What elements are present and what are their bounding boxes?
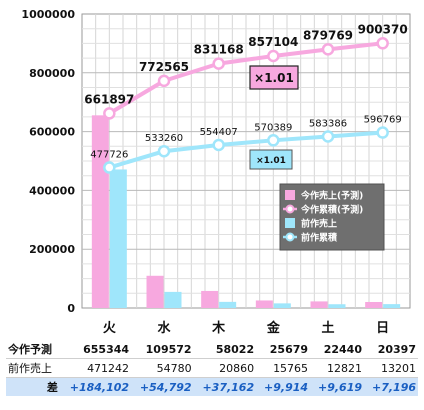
ratio-badge-previous [249, 149, 293, 170]
lines: 661897 772565 831168 857104 879769 900370 4777… [84, 22, 408, 174]
table-cell: +9,914 [256, 377, 311, 396]
bar [310, 301, 328, 308]
y-tick-label: 600000 [29, 126, 75, 139]
legend-swatch [285, 190, 295, 200]
legend-box [279, 183, 385, 251]
x-tick-label: 日 [376, 321, 389, 336]
ratio-text: ×1.01 [256, 156, 286, 166]
line-point [321, 130, 335, 143]
ratio-badge-current [249, 65, 299, 90]
bar [91, 115, 109, 309]
bar [219, 301, 237, 308]
data-label: 533260 [145, 133, 183, 144]
bar [255, 300, 273, 308]
x-tick-label: 金 [266, 320, 281, 336]
cumulative-line [108, 130, 383, 170]
y-tick-label: 400000 [29, 184, 75, 197]
line-point [321, 43, 335, 56]
table-cell: 54780 [131, 358, 194, 378]
data-label: 477726 [90, 150, 128, 161]
line-point [103, 161, 116, 174]
bar [273, 303, 291, 308]
data-label: 570389 [254, 122, 292, 133]
y-tick-label: 0 [67, 302, 75, 315]
table-cell: +9,619 [310, 377, 364, 396]
x-axis-ticks: 火水木金土日 [103, 320, 389, 336]
data-label: 596769 [364, 115, 402, 126]
table-row: 差 +184,102 +54,792 +37,162 +9,914 +9,619 +7,19… [6, 377, 418, 396]
line-point [212, 57, 225, 70]
legend-swatch [285, 218, 295, 228]
table-row: 前作売上 471242 54780 20860 15765 12821 13201 [6, 358, 418, 378]
bar [328, 304, 346, 308]
table-cell: 22440 [310, 340, 364, 359]
table-cell: 15765 [256, 358, 311, 378]
bar [146, 275, 164, 308]
table-cell: 20860 [193, 358, 257, 378]
y-axis-ticks: 0 200000 400000 600000 800000 1000000 [21, 8, 75, 315]
row-label: 差 [6, 377, 60, 396]
bar [383, 304, 401, 308]
table-cell: 58022 [193, 340, 257, 359]
table-cell: +37,162 [193, 377, 257, 396]
table-cell: 655344 [59, 340, 132, 359]
line-point [157, 144, 171, 158]
annotations: ×1.01 ×1.01 [249, 65, 299, 170]
row-label: 前作売上 [6, 358, 60, 378]
line-point [157, 74, 171, 88]
legend-marker [285, 204, 295, 214]
y-tick-label: 200000 [29, 243, 75, 256]
y-tick-label: 1000000 [21, 8, 75, 21]
data-label: 772565 [139, 60, 189, 74]
table-cell: +54,792 [131, 377, 194, 396]
table-cell: 12821 [310, 358, 364, 378]
line-point [376, 126, 389, 139]
data-table: 今作予測 655344 109572 58022 25679 22440 20397 前作売上… [6, 340, 418, 396]
bar [201, 290, 219, 308]
sales-chart: 0 200000 400000 600000 800000 1000000 661897 7… [21, 8, 411, 336]
x-tick-label: 火 [103, 321, 117, 336]
bar [164, 291, 182, 308]
table-cell: 471242 [59, 358, 132, 378]
bar [365, 302, 383, 308]
data-label: 554407 [200, 127, 238, 138]
row-label: 今作予測 [6, 340, 60, 359]
legend-marker [285, 232, 295, 242]
table-cell: 20397 [364, 340, 418, 359]
table-cell: +7,196 [364, 377, 418, 396]
line-point [103, 107, 116, 120]
x-tick-label: 木 [211, 320, 226, 336]
data-label: 879769 [303, 28, 353, 42]
table-row: 今作予測 655344 109572 58022 25679 22440 20397 [6, 340, 418, 359]
legend-label: 今作売上(予測) [300, 190, 363, 202]
cumulative-line [108, 41, 383, 116]
data-label: 857104 [248, 35, 298, 49]
table-cell: 25679 [256, 340, 311, 359]
bars [91, 115, 401, 309]
table-cell: +184,102 [59, 377, 132, 396]
legend-label: 前作累積 [301, 232, 338, 244]
data-label: 831168 [194, 43, 244, 57]
data-label: 661897 [84, 92, 134, 106]
legend-label: 今作累積(予測) [300, 204, 363, 216]
x-tick-label: 水 [157, 320, 171, 336]
x-tick-label: 土 [321, 320, 334, 336]
line-point [267, 49, 280, 63]
table-cell: 109572 [131, 340, 194, 359]
data-label: 900370 [358, 22, 408, 36]
data-label: 583386 [309, 118, 347, 129]
legend-label: 前作売上 [301, 218, 337, 230]
ratio-text: ×1.01 [254, 71, 294, 85]
y-tick-label: 800000 [29, 67, 75, 80]
bar [109, 169, 127, 308]
line-point [212, 138, 225, 152]
table-cell: 13201 [364, 358, 418, 378]
line-point [376, 37, 389, 50]
line-point [267, 134, 280, 147]
